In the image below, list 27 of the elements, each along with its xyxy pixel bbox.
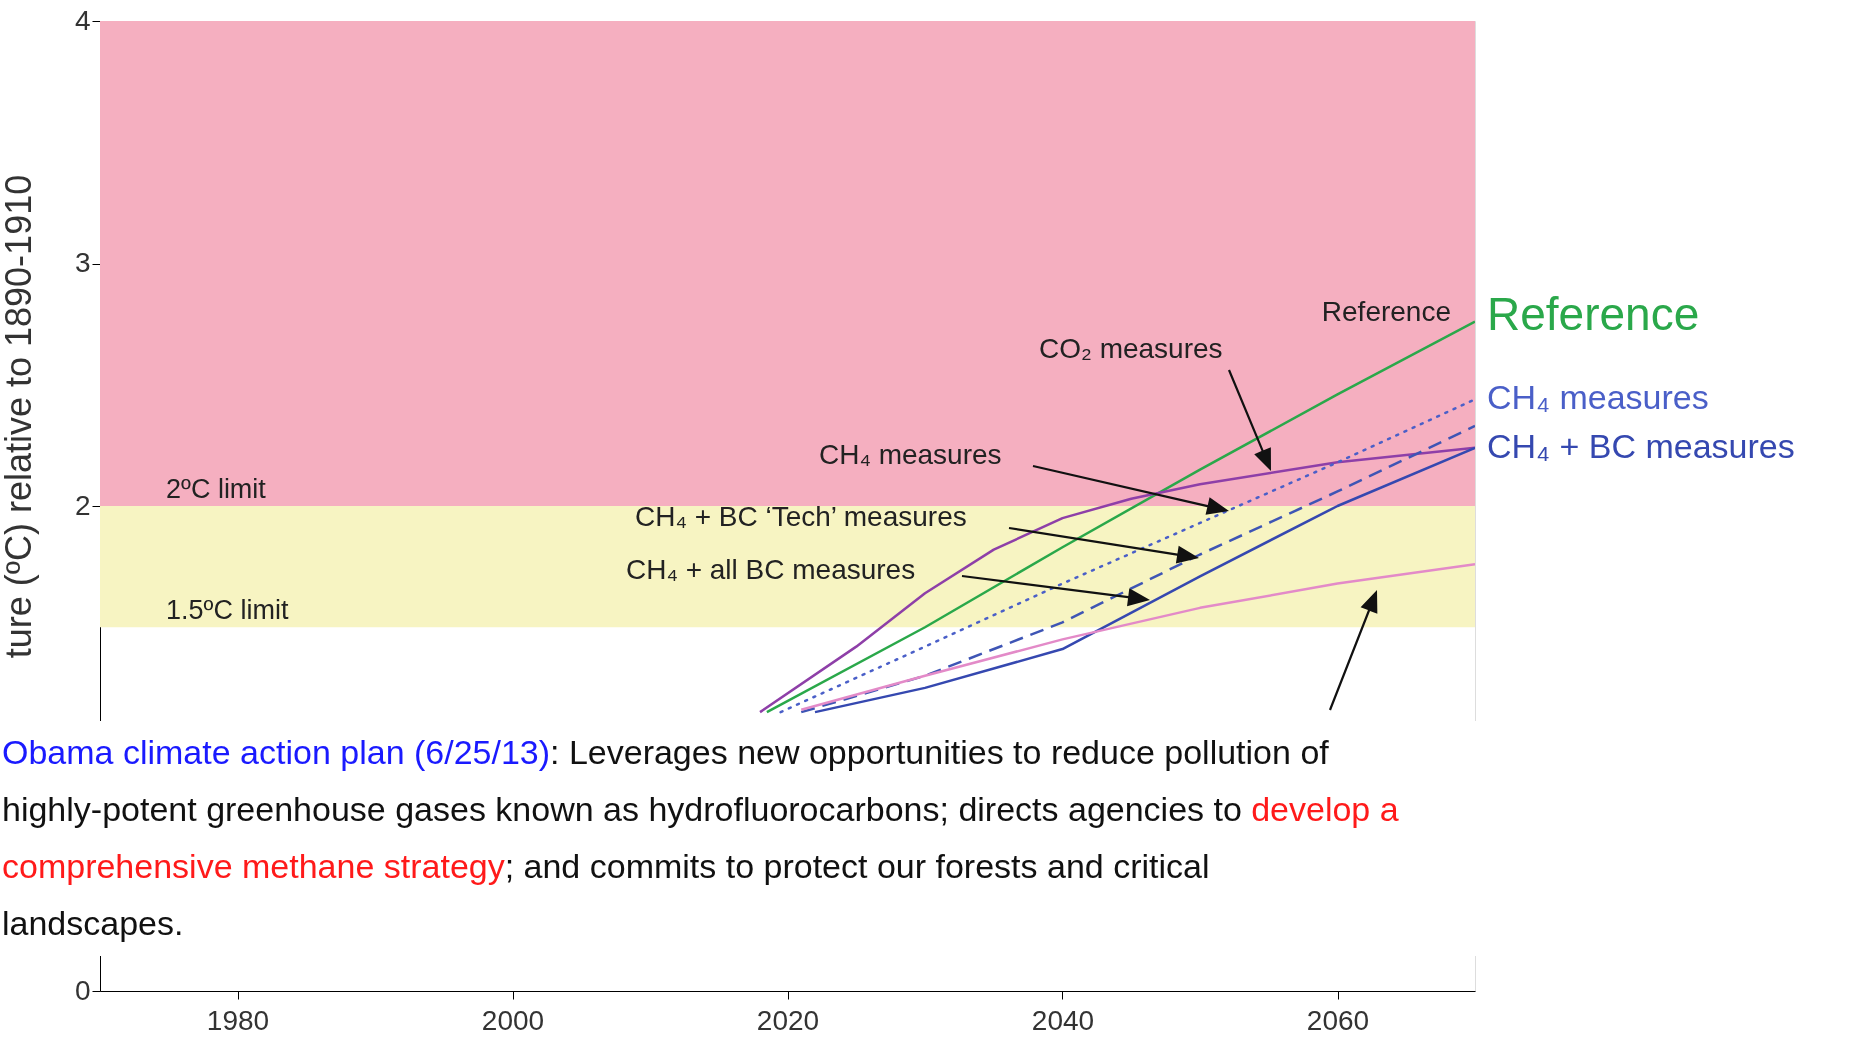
series-label: CH₄ measures — [1487, 378, 1709, 417]
x-tick-label: 2000 — [481, 1004, 545, 1036]
series-label: Reference — [1487, 287, 1700, 340]
y-tick-label: 0 — [74, 974, 91, 1006]
annotation: landscapes. — [2, 904, 184, 942]
band-label: 2ºC limit — [166, 474, 267, 504]
x-tick-label: 2020 — [756, 1004, 820, 1036]
y-axis-title: ture (ºC) relative to 1890-1910 — [0, 174, 39, 659]
band-label: 1.5ºC limit — [166, 595, 289, 626]
y-tick-label: 3 — [74, 247, 91, 278]
annotation: Obama climate action plan (6/25/13) — [2, 733, 551, 771]
annotation: CH₄ + all BC measures — [626, 554, 916, 585]
annotation: : Leverages new opportunities to reduce pollution of — [550, 733, 1330, 771]
y-tick-label: 2 — [74, 489, 91, 521]
annotation: CO₂ measures — [1039, 333, 1223, 364]
x-tick-label: 1980 — [206, 1004, 270, 1036]
annotation: Reference — [1321, 296, 1451, 327]
x-tick-label: 2040 — [1031, 1004, 1095, 1036]
annotation: ; and commits to protect our forests and critical — [504, 847, 1210, 885]
annotation: CH₄ + BC ‘Tech’ measures — [635, 501, 967, 532]
annotation: CH₄ measures — [819, 439, 1002, 470]
annotation: comprehensive methane strategy — [2, 847, 505, 885]
annotation: highly-potent greenhouse gases known as hydrofluorocarbons; directs agencies to — [2, 790, 1242, 828]
annotation: develop a — [1251, 790, 1399, 828]
series-label: CH₄ + BC measures — [1487, 426, 1795, 465]
x-tick-label: 2060 — [1306, 1004, 1370, 1036]
y-tick-label: 4 — [74, 4, 91, 36]
